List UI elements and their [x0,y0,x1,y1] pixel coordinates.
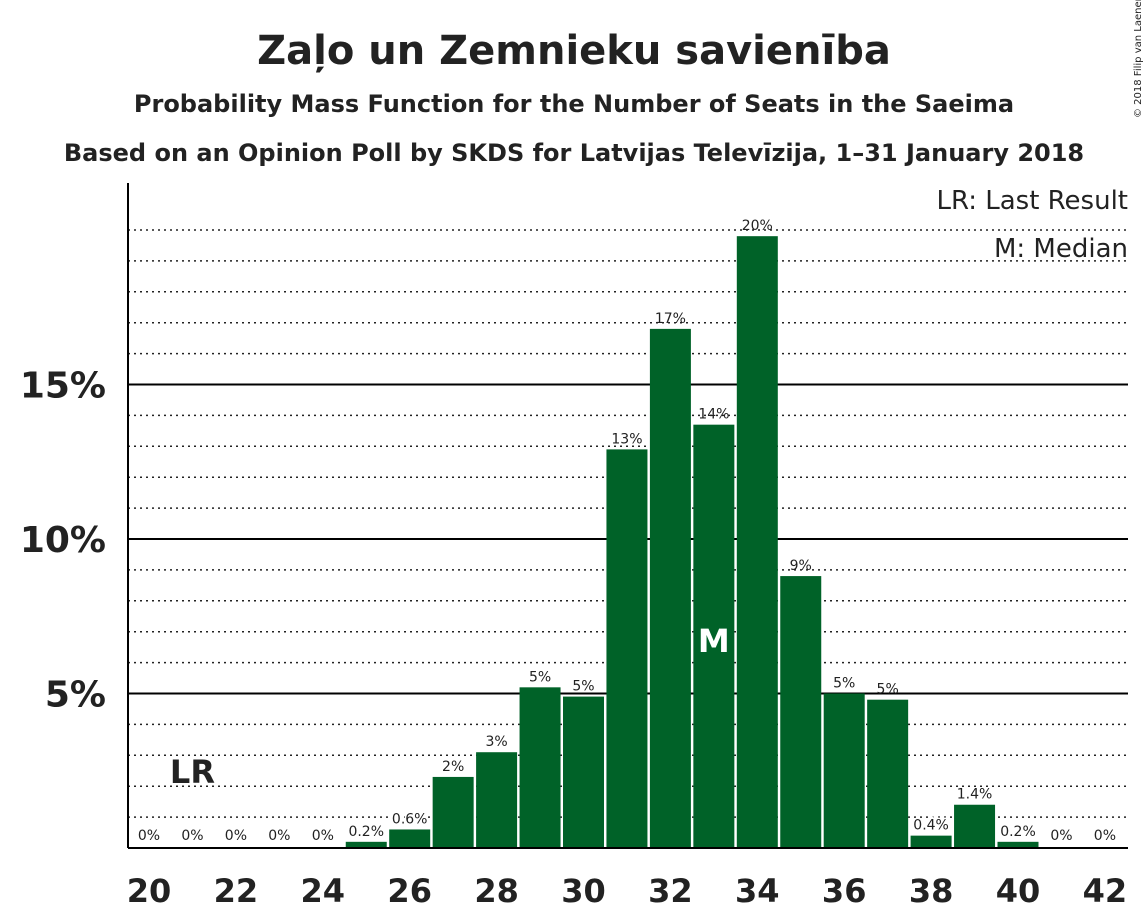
bar-29 [519,687,561,848]
y-axis: 5% 10% 15% [20,183,129,848]
x-tick-36: 36 [822,872,867,910]
legend-last-result: LR: Last Result [936,186,1128,216]
x-tick-40: 40 [996,872,1041,910]
chart-subtitle: Probability Mass Function for the Number… [134,90,1014,118]
data-label-23: 0% [268,828,290,844]
data-label-31: 13% [611,431,642,447]
x-tick-26: 26 [387,872,432,910]
bar-36 [823,693,865,848]
bar-35 [780,576,822,848]
data-label-32: 17% [655,311,686,327]
chart-title: Zaļo un Zemnieku savienība [257,28,891,74]
x-tick-24: 24 [301,872,346,910]
bar-33 [693,424,735,848]
x-tick-22: 22 [214,872,259,910]
chart-subtitle-source: Based on an Opinion Poll by SKDS for Lat… [64,139,1084,167]
bar-30 [563,696,604,848]
bar-32 [649,328,691,848]
bar-27 [432,776,474,848]
y-tick-15: 15% [20,366,106,407]
data-label-24: 0% [312,828,334,844]
data-label-26: 0.6% [392,811,428,827]
x-tick-20: 20 [127,872,172,910]
data-label-39: 1.4% [957,787,993,803]
y-tick-10: 10% [20,520,106,561]
data-label-33: 14% [698,407,729,423]
bar-38 [910,835,952,848]
x-tick-32: 32 [648,872,693,910]
data-label-40: 0.2% [1000,824,1036,840]
data-label-35: 9% [790,558,812,574]
bar-25 [345,841,387,848]
data-label-29: 5% [529,669,551,685]
data-label-25: 0.2% [348,824,384,840]
bar-26 [389,829,431,848]
median-marker: M [698,622,730,660]
data-label-38: 0.4% [913,818,949,834]
x-tick-34: 34 [735,872,780,910]
data-label-21: 0% [181,828,203,844]
bar-40 [997,841,1039,848]
data-label-41: 0% [1050,828,1072,844]
bar-39 [954,804,996,848]
y-tick-5: 5% [45,675,106,716]
data-label-42: 0% [1094,828,1116,844]
copyright-notice: © 2018 Filip van Laenen [1133,0,1144,118]
data-label-30: 5% [572,679,594,695]
data-label-27: 2% [442,759,464,775]
x-tick-28: 28 [474,872,519,910]
bars [345,236,1039,848]
x-tick-30: 30 [561,872,606,910]
x-axis: 20 22 24 26 28 30 32 34 36 38 40 42 [127,847,1128,910]
markers: LR M [170,622,730,791]
data-label-36: 5% [833,676,855,692]
data-label-20: 0% [138,828,160,844]
bar-28 [476,752,518,848]
bar-31 [606,449,648,848]
x-tick-38: 38 [909,872,954,910]
data-label-34: 20% [742,218,773,234]
x-tick-42: 42 [1083,872,1128,910]
data-label-28: 3% [485,734,507,750]
data-labels: 0% 0% 0% 0% 0% 0.2% 0.6% 2% 3% 5% 5% 13% 17% 14% 20% 9%… [138,218,1116,844]
bar-37 [867,699,909,848]
legend-median: M: Median [994,234,1128,264]
data-label-22: 0% [225,828,247,844]
bar-34 [736,236,778,848]
data-label-37: 5% [877,682,899,698]
last-result-marker: LR [170,753,215,791]
